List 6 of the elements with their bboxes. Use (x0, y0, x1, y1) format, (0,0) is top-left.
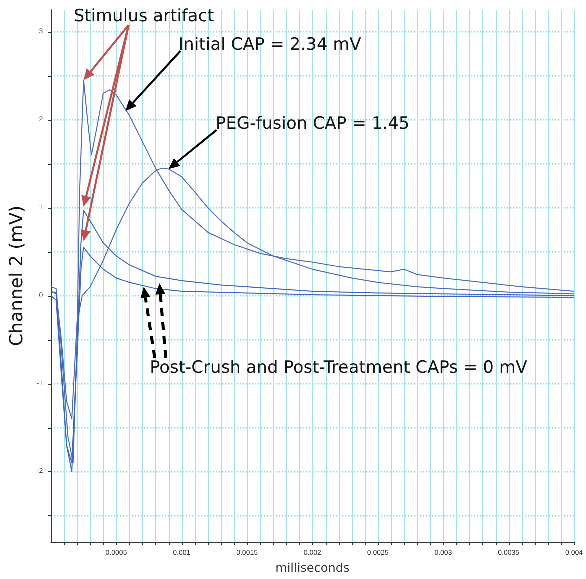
annotation: Post-Crush and Post-Treatment CAPs = 0 mV (150, 358, 528, 378)
annotation: Stimulus artifact (74, 6, 215, 26)
x-axis-title: milliseconds (276, 561, 350, 575)
annotation: Initial CAP = 2.34 mV (178, 35, 362, 56)
y-axis-title: Channel 2 (mV) (6, 206, 28, 346)
annotation: PEG-fusion CAP = 1.45 (216, 114, 410, 134)
